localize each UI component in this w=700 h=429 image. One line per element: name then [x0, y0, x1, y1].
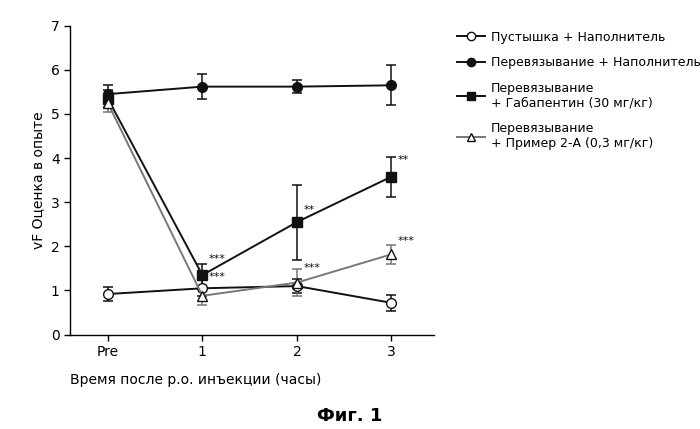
Text: **: **: [398, 155, 409, 165]
Text: Фиг. 1: Фиг. 1: [317, 407, 383, 425]
Y-axis label: vF Оценка в опыте: vF Оценка в опыте: [32, 112, 46, 249]
Text: ***: ***: [209, 254, 226, 264]
Text: Время после р.о. инъекции (часы): Время после р.о. инъекции (часы): [70, 373, 321, 387]
Text: **: **: [304, 205, 315, 215]
Legend: Пустышка + Наполнитель, Перевязывание + Наполнитель, Перевязывание
+ Габапентин : Пустышка + Наполнитель, Перевязывание + …: [452, 26, 700, 155]
Text: ***: ***: [209, 272, 226, 282]
Text: ***: ***: [304, 263, 321, 272]
Text: ***: ***: [398, 236, 415, 246]
